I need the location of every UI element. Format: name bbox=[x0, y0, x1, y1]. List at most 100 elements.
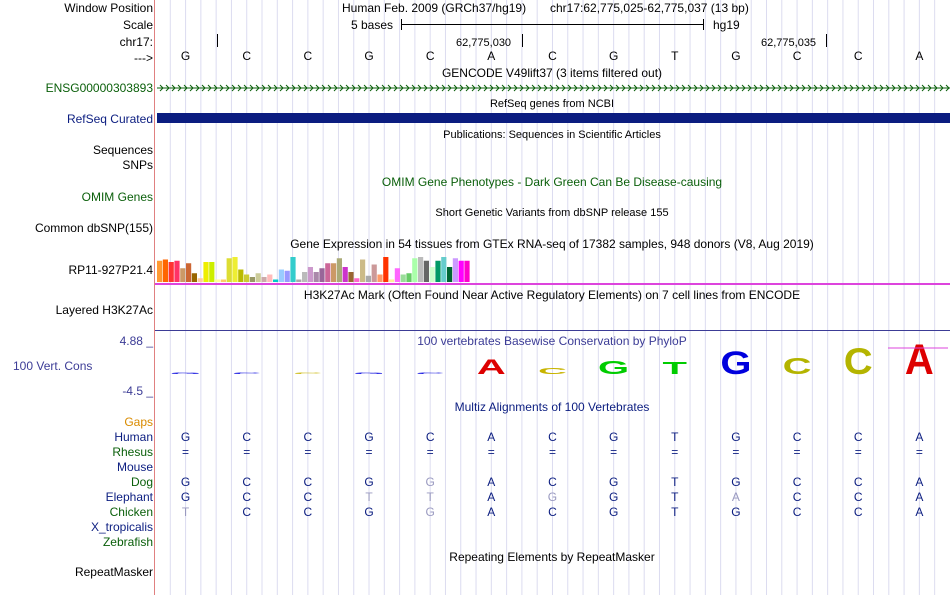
h3k27ac-track-label[interactable]: Layered H3K27Ac bbox=[55, 303, 153, 317]
chrom-label: chr17: bbox=[119, 35, 153, 49]
gencode-strand-arrow bbox=[675, 84, 680, 92]
gtex-tissue-bar bbox=[197, 278, 203, 282]
gencode-strand-arrow bbox=[735, 84, 740, 92]
gtex-tissue-bar bbox=[168, 262, 174, 282]
gencode-strand-arrow bbox=[645, 84, 650, 92]
alignment-base: G bbox=[180, 475, 191, 489]
omim-track-label[interactable]: OMIM Genes bbox=[81, 190, 153, 204]
refseq-gene-bar[interactable] bbox=[157, 113, 950, 123]
gencode-strand-arrow bbox=[627, 84, 632, 92]
gencode-strand-arrow bbox=[321, 84, 326, 92]
gtex-tissue-bar bbox=[360, 259, 366, 282]
species-label[interactable]: Zebrafish bbox=[102, 535, 153, 549]
gencode-strand-arrow bbox=[723, 84, 728, 92]
dbsnp-track-label[interactable]: Common dbSNP(155) bbox=[34, 221, 153, 235]
gtex-tissue-bar bbox=[336, 258, 342, 282]
alignment-base: C bbox=[303, 490, 313, 504]
species-label[interactable]: Chicken bbox=[109, 505, 153, 519]
gencode-strand-arrow bbox=[333, 84, 338, 92]
gencode-strand-arrow bbox=[705, 84, 710, 92]
alignment-base: T bbox=[671, 505, 679, 519]
gencode-strand-arrow bbox=[519, 84, 524, 92]
db-text: hg19 bbox=[713, 18, 740, 32]
alignment-base: C bbox=[792, 475, 802, 489]
alignment-base: = bbox=[854, 445, 862, 459]
gencode-track-label[interactable]: ENSG00000303893 bbox=[45, 81, 153, 95]
alignment-base: G bbox=[180, 430, 191, 444]
gencode-strand-arrow bbox=[231, 84, 236, 92]
gencode-strand-arrow bbox=[939, 84, 944, 92]
alignment-base: C bbox=[548, 505, 557, 519]
gencode-strand-arrow bbox=[513, 84, 518, 92]
gencode-strand-arrow bbox=[759, 84, 764, 92]
species-label[interactable]: Dog bbox=[130, 475, 153, 489]
cons-logo-letter: T bbox=[663, 358, 688, 377]
gtex-track-label[interactable]: RP11-927P21.4 bbox=[68, 263, 153, 277]
alignment-base: T bbox=[426, 490, 434, 504]
gencode-strand-arrow bbox=[417, 84, 422, 92]
gtex-tissue-bar bbox=[452, 258, 458, 282]
alignment-base: G bbox=[608, 490, 619, 504]
cons-logo-letter: C bbox=[416, 373, 445, 375]
alignment-base: A bbox=[487, 505, 496, 519]
alignment-base: C bbox=[303, 430, 313, 444]
gencode-strand-arrow bbox=[855, 84, 860, 92]
repeatmasker-track-label[interactable]: RepeatMasker bbox=[74, 565, 153, 579]
species-label[interactable]: Mouse bbox=[116, 460, 153, 474]
gtex-tissue-bar bbox=[302, 272, 308, 282]
gencode-strand-arrow bbox=[717, 84, 722, 92]
gencode-strand-arrow bbox=[813, 84, 818, 92]
alignment-base: G bbox=[364, 430, 374, 444]
gaps-label[interactable]: Gaps bbox=[124, 415, 153, 429]
gtex-tissue-bar bbox=[290, 257, 296, 282]
alignment-base: A bbox=[915, 490, 924, 504]
gtex-tissue-bar bbox=[342, 267, 348, 282]
pubs-track-title: Publications: Sequences in Scientific Ar… bbox=[443, 129, 661, 141]
gencode-strand-arrow bbox=[465, 84, 470, 92]
gencode-strand-arrow bbox=[201, 84, 206, 92]
gtex-tissue-bar bbox=[319, 268, 325, 282]
gtex-tissue-bar bbox=[348, 272, 354, 282]
alignment-base: A bbox=[487, 430, 496, 444]
cons-track-label[interactable]: 100 Vert. Cons bbox=[13, 359, 93, 373]
species-label[interactable]: X_tropicalis bbox=[90, 520, 153, 534]
gencode-strand-arrow bbox=[711, 84, 716, 92]
gencode-strand-arrow bbox=[195, 84, 200, 92]
alignment-base: = bbox=[304, 445, 312, 459]
gencode-strand-arrow bbox=[369, 84, 374, 92]
species-label[interactable]: Rhesus bbox=[112, 445, 153, 459]
reference-base: G bbox=[364, 49, 374, 63]
alignment-base: C bbox=[853, 505, 863, 519]
gencode-strand-arrow bbox=[807, 84, 812, 92]
cons-logo-letter: G bbox=[170, 373, 201, 375]
gtex-tissue-bar bbox=[273, 279, 279, 282]
gtex-tissue-bar bbox=[389, 279, 395, 282]
species-label[interactable]: Human bbox=[114, 430, 153, 444]
refseq-track-label[interactable]: RefSeq Curated bbox=[66, 112, 153, 126]
gencode-strand-arrow bbox=[897, 84, 902, 92]
alignment-base: C bbox=[853, 430, 863, 444]
gtex-tissue-bar bbox=[394, 268, 400, 282]
gtex-tissue-bar bbox=[307, 267, 313, 282]
snps-track-label[interactable]: SNPs bbox=[122, 158, 153, 172]
gencode-strand-arrow bbox=[165, 84, 170, 92]
base-gridlines bbox=[169, 0, 936, 595]
gencode-strand-arrow bbox=[687, 84, 692, 92]
gencode-strand-arrow bbox=[693, 84, 698, 92]
gencode-strand-arrow bbox=[471, 84, 476, 92]
gencode-strand-arrow bbox=[477, 84, 482, 92]
gencode-strand-arrow bbox=[651, 84, 656, 92]
species-label[interactable]: Elephant bbox=[105, 490, 153, 504]
gencode-strand-arrow bbox=[351, 84, 356, 92]
alignment-base: C bbox=[242, 430, 252, 444]
reference-base: T bbox=[671, 49, 679, 63]
gtex-baseline bbox=[155, 283, 950, 285]
gencode-strand-arrow bbox=[753, 84, 758, 92]
alignment-base: T bbox=[671, 475, 679, 489]
sequences-track-label[interactable]: Sequences bbox=[92, 143, 153, 157]
gencode-strand-arrow bbox=[561, 84, 566, 92]
gtex-tissue-bar bbox=[220, 279, 226, 282]
gencode-strand-arrow bbox=[525, 84, 530, 92]
alignment-base: C bbox=[242, 475, 252, 489]
cons-logo-letter: G bbox=[598, 357, 629, 378]
